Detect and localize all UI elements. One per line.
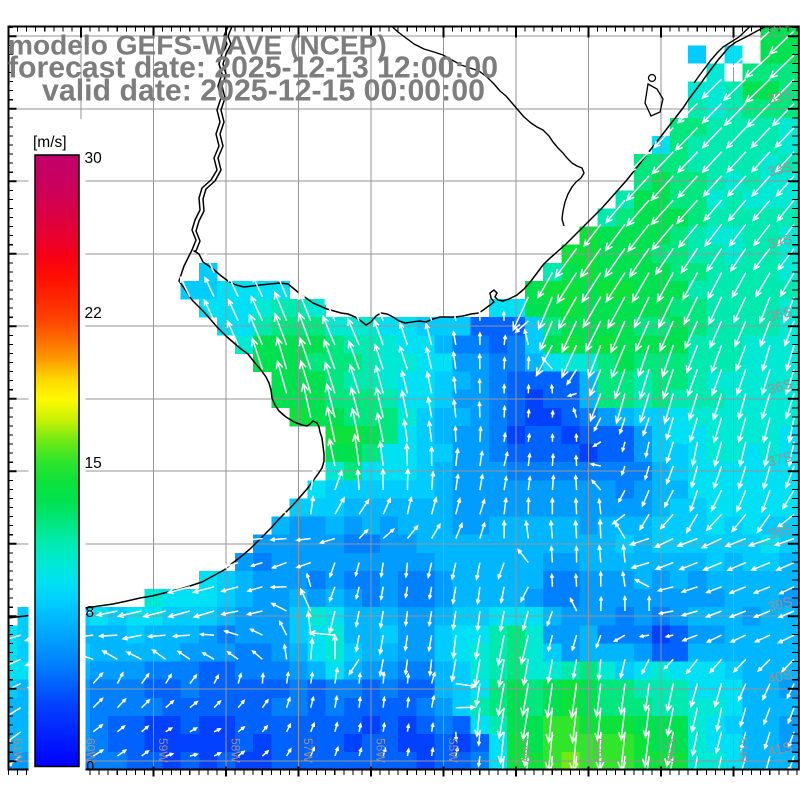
svg-text:8: 8 <box>86 604 95 621</box>
svg-text:54W: 54W <box>519 738 533 763</box>
svg-text:valid date: 2025-12-15 00:00:0: valid date: 2025-12-15 00:00:00 <box>42 75 485 108</box>
svg-text:15: 15 <box>85 455 102 472</box>
svg-text:41S: 41S <box>766 738 794 760</box>
svg-text:60W: 60W <box>84 738 98 763</box>
svg-text:58W: 58W <box>229 738 243 763</box>
svg-text:30: 30 <box>85 150 103 167</box>
svg-text:55W: 55W <box>446 738 460 763</box>
svg-text:61W: 61W <box>11 738 25 763</box>
svg-text:56W: 56W <box>374 738 388 763</box>
svg-text:0: 0 <box>87 759 95 774</box>
svg-text:34S: 34S <box>766 231 794 253</box>
svg-text:57W: 57W <box>301 738 315 763</box>
svg-text:[m/s]: [m/s] <box>33 134 67 151</box>
svg-text:32S: 32S <box>766 86 794 108</box>
svg-text:33S: 33S <box>766 158 794 180</box>
svg-text:37S: 37S <box>766 448 794 470</box>
svg-text:35S: 35S <box>766 303 794 325</box>
svg-text:38S: 38S <box>766 521 794 543</box>
svg-text:31S: 31S <box>766 13 794 35</box>
svg-text:39S: 39S <box>766 593 794 615</box>
svg-text:52W: 52W <box>664 738 678 763</box>
svg-text:modelo GEFS-WAVE (NCEP): modelo GEFS-WAVE (NCEP) <box>8 30 387 61</box>
svg-text:59W: 59W <box>156 738 170 763</box>
svg-text:40S: 40S <box>766 666 794 688</box>
svg-text:53W: 53W <box>591 738 605 763</box>
svg-text:36S: 36S <box>766 376 794 398</box>
svg-text:51W: 51W <box>736 738 750 763</box>
svg-text:22: 22 <box>85 305 102 322</box>
svg-text:forecast date: 2025-12-13 12:0: forecast date: 2025-12-13 12:00:00 <box>8 52 498 85</box>
